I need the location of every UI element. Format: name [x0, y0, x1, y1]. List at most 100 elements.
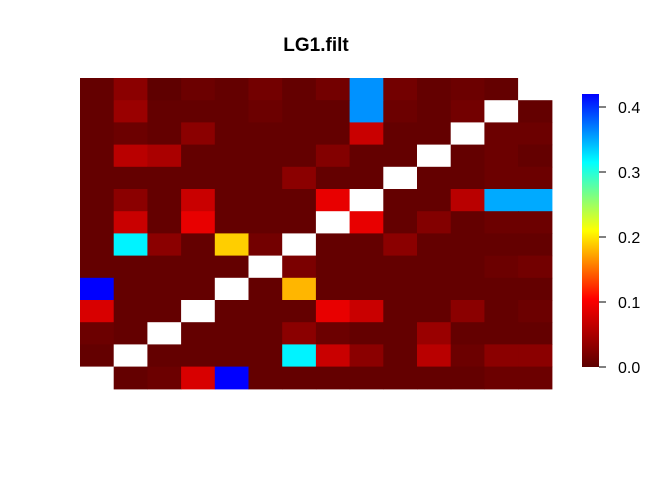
heatmap-cell: [383, 322, 418, 345]
heatmap-cell: [484, 100, 519, 123]
heatmap-cell: [282, 322, 317, 345]
heatmap-cell: [383, 100, 418, 123]
heatmap-cell: [518, 344, 553, 368]
heatmap-cell: [450, 233, 485, 257]
heatmap-cell: [349, 189, 384, 212]
heatmap-cell: [484, 322, 519, 345]
heatmap-cell: [181, 255, 216, 279]
heatmap-cell: [484, 344, 519, 368]
heatmap-cell: [113, 122, 148, 146]
heatmap-cell: [349, 122, 384, 146]
heatmap-cell: [214, 255, 250, 279]
heatmap-cell: [80, 255, 115, 279]
heatmap-cell: [484, 122, 519, 146]
heatmap-cell: [383, 344, 418, 368]
heatmap-cell: [484, 166, 519, 190]
heatmap-cell: [518, 211, 553, 234]
heatmap-cell: [349, 78, 384, 101]
heatmap-cell: [214, 100, 250, 123]
heatmap-cell: [484, 233, 519, 257]
heatmap-cell: [450, 300, 485, 323]
heatmap-cell: [248, 277, 283, 301]
heatmap-cell: [147, 300, 182, 323]
heatmap-cell: [181, 211, 216, 234]
heatmap-cell: [147, 78, 182, 101]
heatmap-cell: [282, 211, 317, 234]
heatmap-cell: [113, 166, 148, 190]
heatmap-cell: [181, 144, 216, 168]
heatmap-cell: [450, 100, 485, 123]
heatmap-cell: [518, 100, 553, 123]
heatmap-cell: [349, 277, 384, 301]
heatmap-cell: [113, 144, 148, 168]
heatmap-cell: [450, 277, 485, 301]
heatmap-cell: [484, 366, 519, 390]
heatmap-cell: [181, 78, 216, 101]
heatmap-cell: [147, 233, 182, 257]
heatmap-cell: [518, 144, 553, 168]
heatmap-cell: [383, 233, 418, 257]
heatmap-cell: [282, 255, 317, 279]
heatmap-cell: [147, 100, 182, 123]
heatmap-cell: [450, 211, 485, 234]
heatmap-cell: [181, 189, 216, 212]
heatmap-cell: [248, 322, 283, 345]
colorbar-tick-label: 0.4: [618, 100, 640, 117]
heatmap-cell: [383, 211, 418, 234]
heatmap-cell: [181, 277, 216, 301]
heatmap-cell: [113, 300, 148, 323]
heatmap-cell: [518, 122, 553, 146]
heatmap-cell: [181, 366, 216, 390]
heatmap-cell: [315, 144, 351, 168]
heatmap-cell: [518, 233, 553, 257]
heatmap-cell: [147, 189, 182, 212]
heatmap-cell: [315, 166, 351, 190]
heatmap-cell: [417, 233, 452, 257]
colorbar: [582, 94, 599, 367]
colorbar-tick-label: 0.0: [618, 360, 640, 377]
heatmap-cell: [181, 122, 216, 146]
heatmap-cell: [315, 255, 351, 279]
heatmap-cell: [80, 78, 115, 101]
heatmap-cell: [450, 366, 485, 390]
heatmap-cell: [248, 211, 283, 234]
heatmap-cell: [315, 100, 351, 123]
heatmap-cell: [518, 300, 553, 323]
heatmap-cell: [181, 100, 216, 123]
heatmap-cell: [417, 78, 452, 101]
heatmap-cell: [80, 122, 115, 146]
heatmap-cell: [518, 255, 553, 279]
heatmap-cell: [518, 277, 553, 301]
heatmap-cell: [214, 211, 250, 234]
heatmap-cell: [518, 322, 553, 345]
heatmap-cell: [282, 78, 317, 101]
heatmap-cell: [450, 166, 485, 190]
heatmap-cell: [450, 144, 485, 168]
heatmap-cell: [248, 144, 283, 168]
heatmap-cell: [315, 122, 351, 146]
heatmap-cell: [282, 344, 317, 368]
heatmap-cell: [417, 277, 452, 301]
heatmap-cell: [80, 322, 115, 345]
heatmap-cell: [383, 144, 418, 168]
heatmap-cell: [417, 300, 452, 323]
heatmap-cell: [484, 144, 519, 168]
heatmap-cell: [417, 166, 452, 190]
heatmap-cell: [417, 344, 452, 368]
heatmap-cell: [147, 144, 182, 168]
heatmap-cell: [181, 344, 216, 368]
heatmap-cell: [349, 322, 384, 345]
heatmap-cells: [80, 78, 553, 390]
heatmap-cell: [282, 166, 317, 190]
heatmap-cell: [147, 255, 182, 279]
colorbar-ticks: 0.0 0.1 0.2 0.3 0.4: [599, 100, 640, 377]
heatmap-cell: [484, 255, 519, 279]
heatmap-cell: [450, 322, 485, 345]
heatmap-cell: [349, 100, 384, 123]
heatmap-cell: [214, 189, 250, 212]
heatmap-cell: [315, 189, 351, 212]
heatmap-cell: [484, 189, 519, 212]
heatmap-cell: [484, 78, 519, 101]
heatmap-cell: [315, 322, 351, 345]
heatmap-cell: [282, 100, 317, 123]
